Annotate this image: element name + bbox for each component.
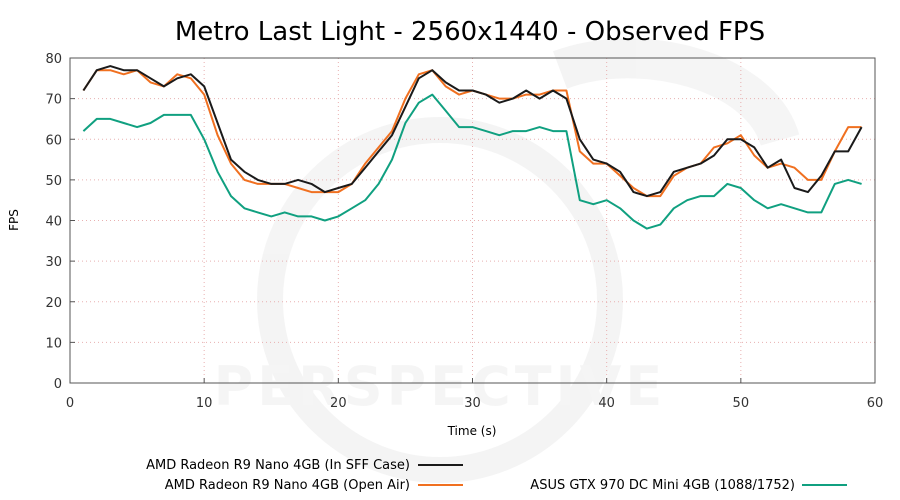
x-axis-label: Time (s) bbox=[447, 424, 497, 438]
watermark: PERSPECTIVE bbox=[214, 38, 800, 483]
y-tick-label: 40 bbox=[45, 215, 62, 230]
legend-label-gtx970: ASUS GTX 970 DC Mini 4GB (1088/1752) bbox=[530, 478, 795, 493]
legend: AMD Radeon R9 Nano 4GB (In SFF Case) AMD… bbox=[146, 458, 847, 493]
y-tick-label: 50 bbox=[45, 174, 62, 189]
y-tick-label: 10 bbox=[45, 336, 62, 351]
x-tick-label: 50 bbox=[733, 396, 750, 411]
y-axis-label: FPS bbox=[7, 209, 21, 231]
y-tick-label: 0 bbox=[54, 377, 62, 392]
x-tick-label: 20 bbox=[330, 396, 347, 411]
x-tick-label: 30 bbox=[464, 396, 481, 411]
x-tick-label: 40 bbox=[598, 396, 615, 411]
x-tick-label: 0 bbox=[66, 396, 74, 411]
watermark-ring bbox=[257, 117, 623, 483]
y-tick-label: 80 bbox=[45, 52, 62, 67]
x-tick-label: 10 bbox=[196, 396, 213, 411]
series-line-0 bbox=[82, 65, 863, 198]
watermark-text: PERSPECTIVE bbox=[214, 355, 667, 418]
x-axis-ticks: 0 10 20 30 40 50 60 bbox=[66, 378, 883, 411]
chart-title: Metro Last Light - 2560x1440 - Observed … bbox=[175, 17, 765, 47]
legend-label-open-air: AMD Radeon R9 Nano 4GB (Open Air) bbox=[165, 478, 410, 493]
y-tick-label: 30 bbox=[45, 255, 62, 270]
series-line-2 bbox=[82, 93, 862, 230]
series-lines bbox=[82, 65, 863, 230]
y-tick-label: 60 bbox=[45, 133, 62, 148]
y-axis-ticks: 0 10 20 30 40 50 60 70 80 bbox=[45, 52, 75, 392]
x-tick-label: 60 bbox=[867, 396, 884, 411]
legend-label-sff: AMD Radeon R9 Nano 4GB (In SFF Case) bbox=[146, 458, 410, 473]
y-tick-label: 20 bbox=[45, 296, 62, 311]
y-tick-label: 70 bbox=[45, 93, 62, 108]
watermark-swoosh bbox=[552, 38, 800, 147]
